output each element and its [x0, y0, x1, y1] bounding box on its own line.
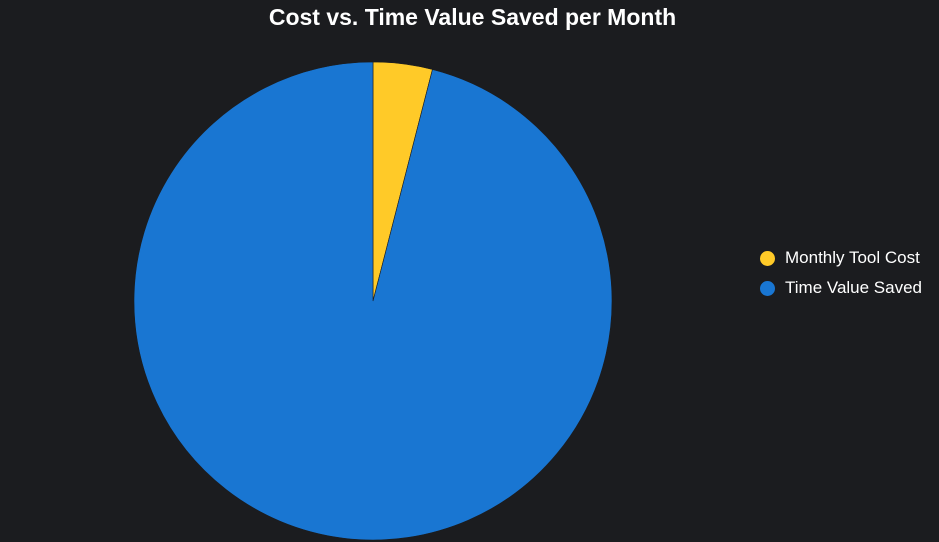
chart-title: Cost vs. Time Value Saved per Month [268, 4, 677, 30]
legend-label: Time Value Saved [785, 278, 923, 297]
legend-item-time-value-saved[interactable]: Time Value Saved [760, 273, 922, 303]
legend: Monthly Tool Cost Time Value Saved [760, 243, 922, 303]
legend-swatch-icon [760, 250, 775, 266]
legend-label: Monthly Tool Cost [785, 248, 920, 267]
legend-item-monthly-tool-cost[interactable]: Monthly Tool Cost [760, 243, 922, 273]
pie-slice-time-value-saved[interactable] [133, 61, 613, 541]
legend-swatch-icon [760, 280, 775, 296]
